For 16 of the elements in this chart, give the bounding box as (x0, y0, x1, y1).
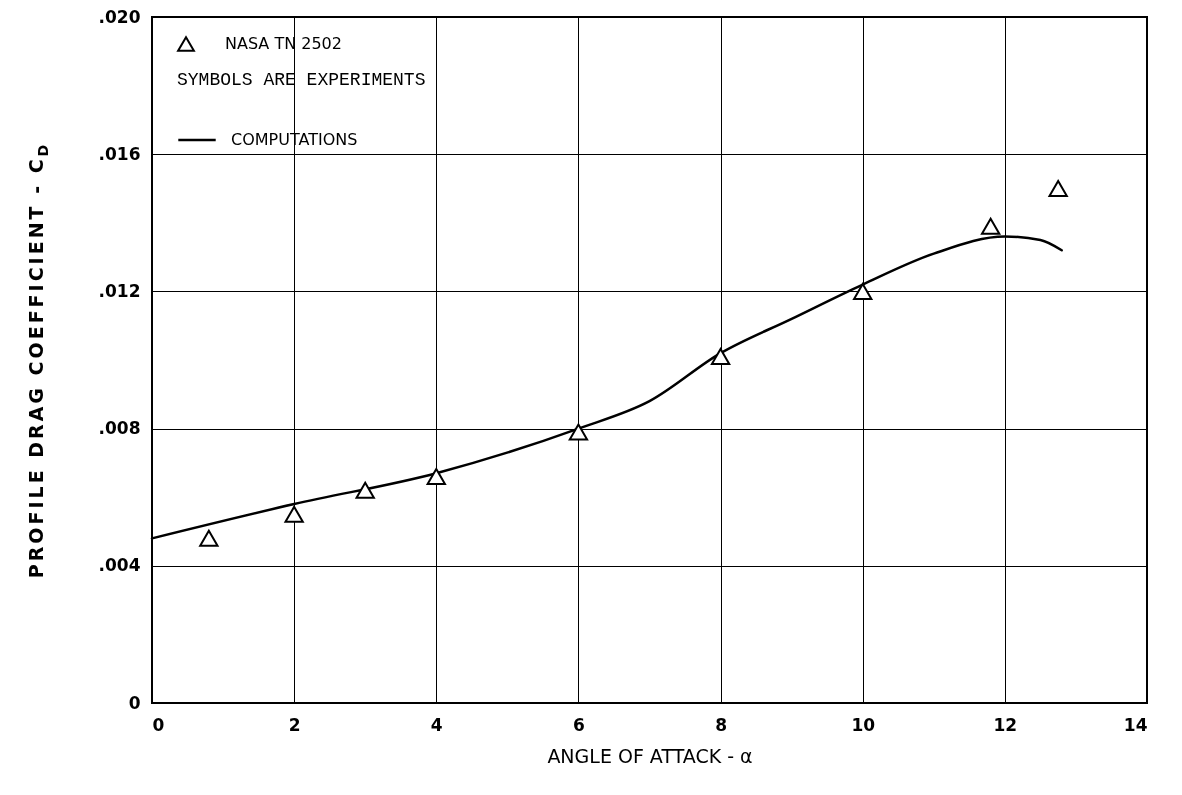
y-tick-label: .016 (98, 143, 141, 164)
y-tick-label: 0 (128, 692, 141, 713)
y-tick-label: .020 (98, 6, 141, 27)
x-tick-label: 8 (715, 714, 727, 735)
x-tick-label: 0 (152, 714, 165, 735)
x-tick-label: 2 (288, 714, 301, 735)
y-tick-label: .012 (98, 280, 141, 301)
annotation: SYMBOLS ARE EXPERIMENTS (177, 70, 426, 90)
x-tick-label: 4 (430, 714, 443, 735)
x-tick-label: 6 (573, 714, 585, 735)
x-tick-label: 12 (993, 714, 1018, 735)
y-tick-label: .008 (98, 418, 141, 439)
x-tick-label: 14 (1123, 714, 1148, 735)
y-tick-label: .004 (98, 555, 141, 576)
x-axis-title: ANGLE OF ATTACK - α (547, 744, 753, 767)
x-tick-label: 10 (851, 714, 876, 735)
